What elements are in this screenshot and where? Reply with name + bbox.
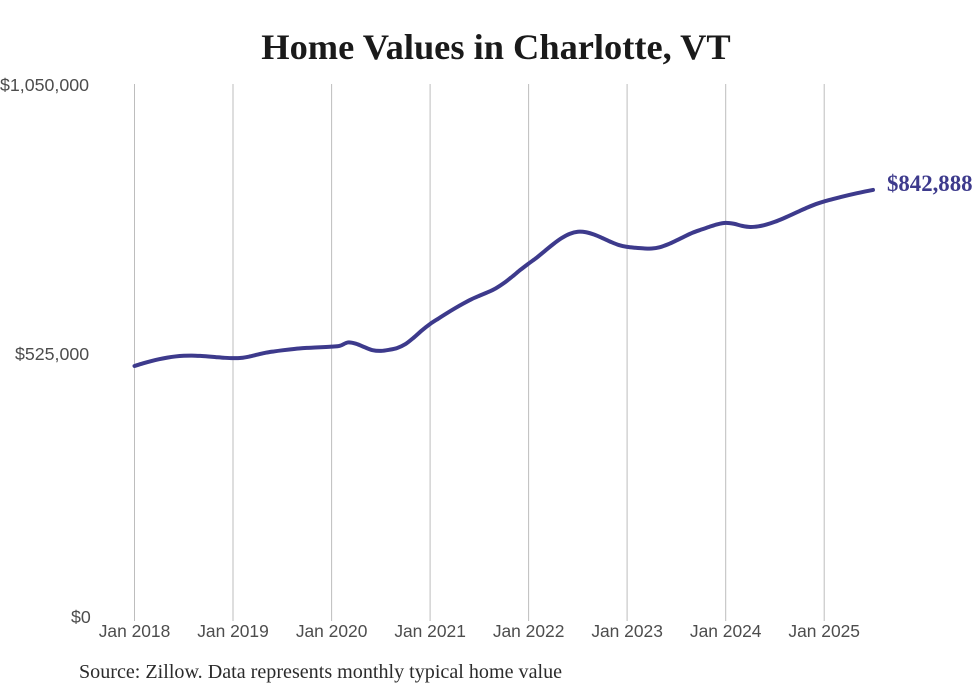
svg-text:Jan 2022: Jan 2022	[493, 621, 565, 641]
svg-text:$1,050,000: $1,050,000	[0, 75, 89, 95]
svg-text:$0: $0	[71, 607, 91, 627]
svg-text:Jan 2023: Jan 2023	[591, 621, 663, 641]
svg-text:$842,888: $842,888	[887, 171, 973, 196]
svg-text:Jan 2020: Jan 2020	[296, 621, 368, 641]
svg-text:$525,000: $525,000	[15, 344, 89, 364]
svg-text:Jan 2024: Jan 2024	[690, 621, 762, 641]
svg-text:Jan 2021: Jan 2021	[394, 621, 466, 641]
svg-text:Jan 2018: Jan 2018	[99, 621, 171, 641]
svg-text:Jan 2019: Jan 2019	[197, 621, 269, 641]
svg-text:Jan 2025: Jan 2025	[788, 621, 860, 641]
